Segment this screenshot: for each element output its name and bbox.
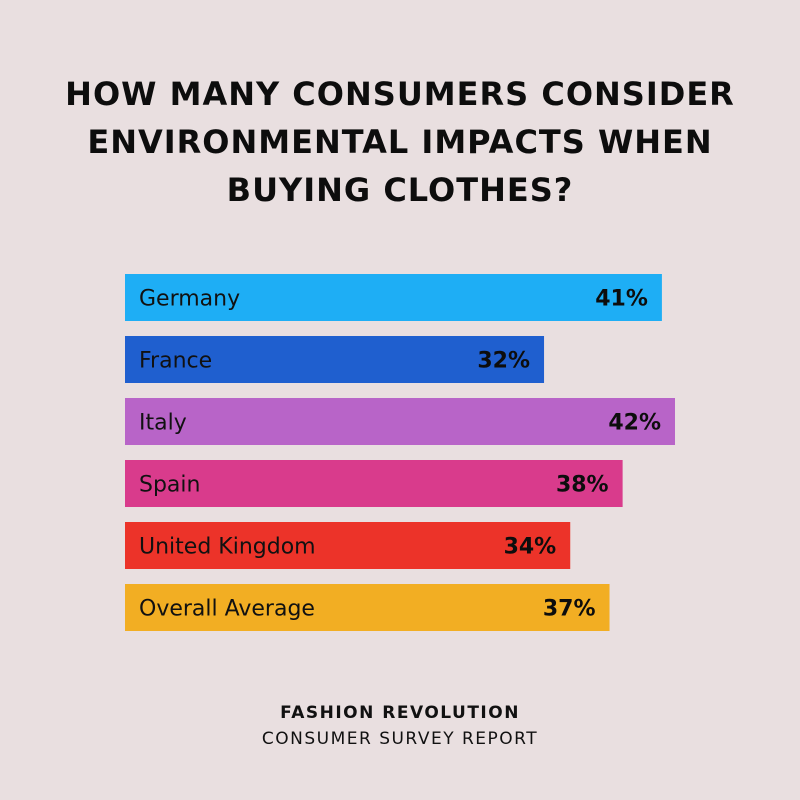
footer: FASHION REVOLUTION CONSUMER SURVEY REPOR…	[0, 700, 800, 752]
bar-label-overall-average: Overall Average	[139, 597, 315, 622]
chart-title: HOW MANY CONSUMERS CONSIDER ENVIRONMENTA…	[40, 70, 760, 214]
bar-label-spain: Spain	[139, 473, 200, 498]
bar-value-spain: 38%	[556, 473, 609, 498]
bar-france	[125, 336, 545, 383]
bar-value-italy: 42%	[608, 411, 661, 436]
bar-germany	[125, 274, 662, 321]
bar-value-germany: 41%	[595, 287, 648, 312]
chart-title-line-1: HOW MANY CONSUMERS CONSIDER	[65, 75, 735, 113]
bar-label-united-kingdom: United Kingdom	[139, 535, 316, 560]
bar-label-germany: Germany	[139, 287, 240, 312]
footer-report-name: CONSUMER SURVEY REPORT	[261, 729, 539, 749]
footer-organization: FASHION REVOLUTION	[280, 703, 520, 723]
bar-label-france: France	[139, 349, 212, 374]
bar-overall-average	[125, 584, 610, 631]
bar-united-kingdom	[125, 522, 571, 569]
bar-value-france: 32%	[477, 349, 530, 374]
bar-italy	[125, 398, 675, 445]
bar-spain	[125, 460, 623, 507]
bar-label-italy: Italy	[139, 411, 187, 436]
chart-title-line-2: ENVIRONMENTAL IMPACTS WHEN	[87, 123, 713, 161]
chart-title-line-3: BUYING CLOTHES?	[226, 171, 574, 209]
bar-value-overall-average: 37%	[543, 597, 596, 622]
bar-value-united-kingdom: 34%	[504, 535, 557, 560]
